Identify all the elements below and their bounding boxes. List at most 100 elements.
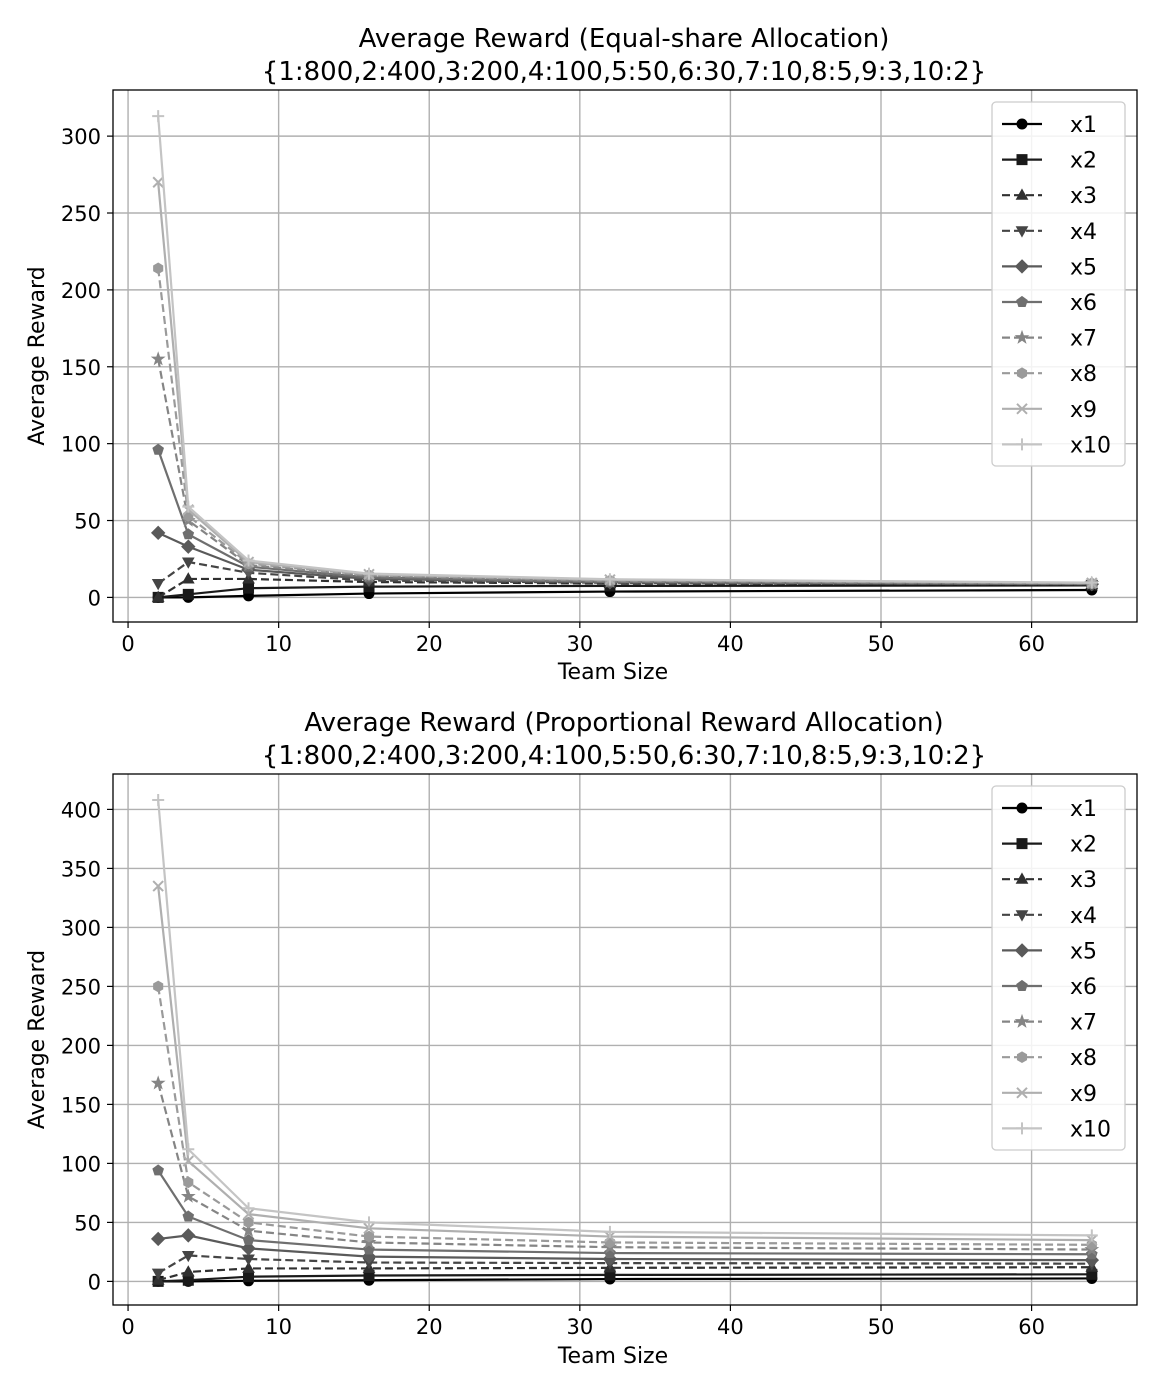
x-tick-label: 40: [717, 1315, 744, 1339]
data-point: [181, 539, 196, 554]
data-point: [151, 590, 165, 602]
data-point: [1085, 576, 1098, 589]
data-point: [363, 1230, 375, 1243]
x-tick-label: 50: [868, 632, 895, 656]
legend-marker: [1016, 367, 1028, 380]
legend-item: x7: [1002, 1011, 1097, 1036]
y-tick-label: 100: [61, 1152, 101, 1176]
data-point: [363, 1216, 375, 1229]
legend-marker: [1014, 329, 1030, 344]
legend: x1 x2 x3 x4 x5 x6 x7 x8 x9 x10: [991, 785, 1126, 1151]
legend-label: x8: [1070, 1046, 1097, 1071]
data-point: [182, 1210, 195, 1222]
chart-title: Average Reward (Equal-share Allocation): [359, 24, 890, 54]
y-axis-label: Average Reward: [25, 950, 50, 1129]
legend-marker: [1015, 872, 1029, 884]
series-x10: [152, 110, 1098, 589]
legend-label: x3: [1070, 868, 1097, 893]
legend-marker: [1014, 259, 1030, 274]
plot-frame: [112, 773, 1138, 1306]
y-tick-label: 0: [88, 586, 101, 610]
legend: x1 x2 x3 x4 x5 x6 x7 x8 x9 x10: [991, 101, 1126, 467]
x-tick-label: 20: [416, 632, 443, 656]
x-tick-label: 60: [1018, 632, 1045, 656]
legend-item: x3: [1002, 868, 1097, 893]
plot-frame: [112, 89, 1138, 623]
data-point: [603, 573, 616, 586]
series-line: [157, 1266, 1092, 1282]
series-line: [157, 1082, 1092, 1251]
series-line: [157, 449, 1092, 585]
legend-label: x5: [1070, 255, 1097, 280]
legend-item: x2: [1002, 149, 1097, 174]
series-line: [157, 885, 1092, 1242]
legend-label: x10: [1070, 1117, 1111, 1142]
y-tick-label: 150: [61, 1093, 101, 1117]
legend-marker: [1015, 910, 1029, 922]
series-line: [157, 182, 1092, 585]
x-tick-label: 30: [566, 1315, 593, 1339]
x-tick-label: 10: [265, 632, 292, 656]
data-point: [182, 500, 195, 513]
x-tick-label: 0: [121, 1315, 134, 1339]
legend-label: x4: [1070, 904, 1097, 929]
x-tick-label: 20: [416, 1315, 443, 1339]
data-point: [242, 1261, 255, 1273]
legend-label: x3: [1070, 184, 1097, 209]
data-point: [242, 554, 255, 567]
data-point: [603, 1225, 616, 1238]
data-point: [182, 1143, 195, 1156]
legend-item: x8: [1002, 362, 1097, 387]
legend-label: x7: [1070, 327, 1097, 352]
data-point: [153, 980, 164, 993]
x-tick-label: 60: [1018, 1315, 1045, 1339]
series-x9: [152, 880, 1098, 1246]
legend-marker: [1016, 1051, 1028, 1064]
y-tick-label: 200: [61, 279, 101, 303]
legend-label: x2: [1070, 833, 1097, 858]
legend-marker: [1015, 226, 1029, 238]
legend-marker: [1014, 1013, 1030, 1028]
data-point: [243, 1216, 254, 1229]
data-point: [363, 567, 375, 580]
legend-item: x1: [1002, 113, 1097, 138]
series-line: [157, 1254, 1092, 1275]
legend-item: x4: [1002, 904, 1097, 929]
y-tick-label: 50: [74, 510, 101, 534]
x-tick-label: 40: [717, 632, 744, 656]
y-tick-label: 300: [61, 916, 101, 940]
x-axis-label: Team Size: [557, 1344, 668, 1369]
legend-label: x10: [1070, 433, 1111, 458]
legend-marker: [1016, 118, 1028, 130]
data-point: [150, 351, 166, 366]
legend-marker: [1016, 154, 1028, 166]
data-point: [182, 1274, 194, 1286]
legend-label: x1: [1070, 797, 1097, 822]
series-x8: [153, 262, 1097, 590]
y-tick-label: 250: [61, 975, 101, 999]
data-point: [182, 528, 195, 540]
data-point: [241, 1222, 256, 1237]
legend-item: x4: [1002, 220, 1097, 245]
data-point: [182, 1155, 195, 1167]
data-point: [152, 880, 164, 892]
legend-marker: [1016, 295, 1028, 307]
series-line: [157, 1169, 1092, 1256]
data-point: [153, 262, 164, 275]
legend-label: x5: [1070, 939, 1097, 964]
data-point: [150, 525, 166, 541]
y-tick-label: 400: [61, 798, 101, 822]
legend-item: x5: [1002, 255, 1097, 280]
series-line: [157, 358, 1092, 585]
legend-label: x7: [1070, 1011, 1097, 1036]
legend-item: x5: [1002, 939, 1097, 964]
y-tick-label: 150: [61, 356, 101, 380]
legend-marker: [1016, 838, 1028, 850]
legend-label: x6: [1070, 975, 1097, 1000]
data-point: [151, 1268, 165, 1280]
legend-item: x10: [1002, 433, 1111, 458]
series-x7: [150, 351, 1100, 590]
data-point: [152, 176, 164, 188]
series-line: [158, 588, 1092, 599]
